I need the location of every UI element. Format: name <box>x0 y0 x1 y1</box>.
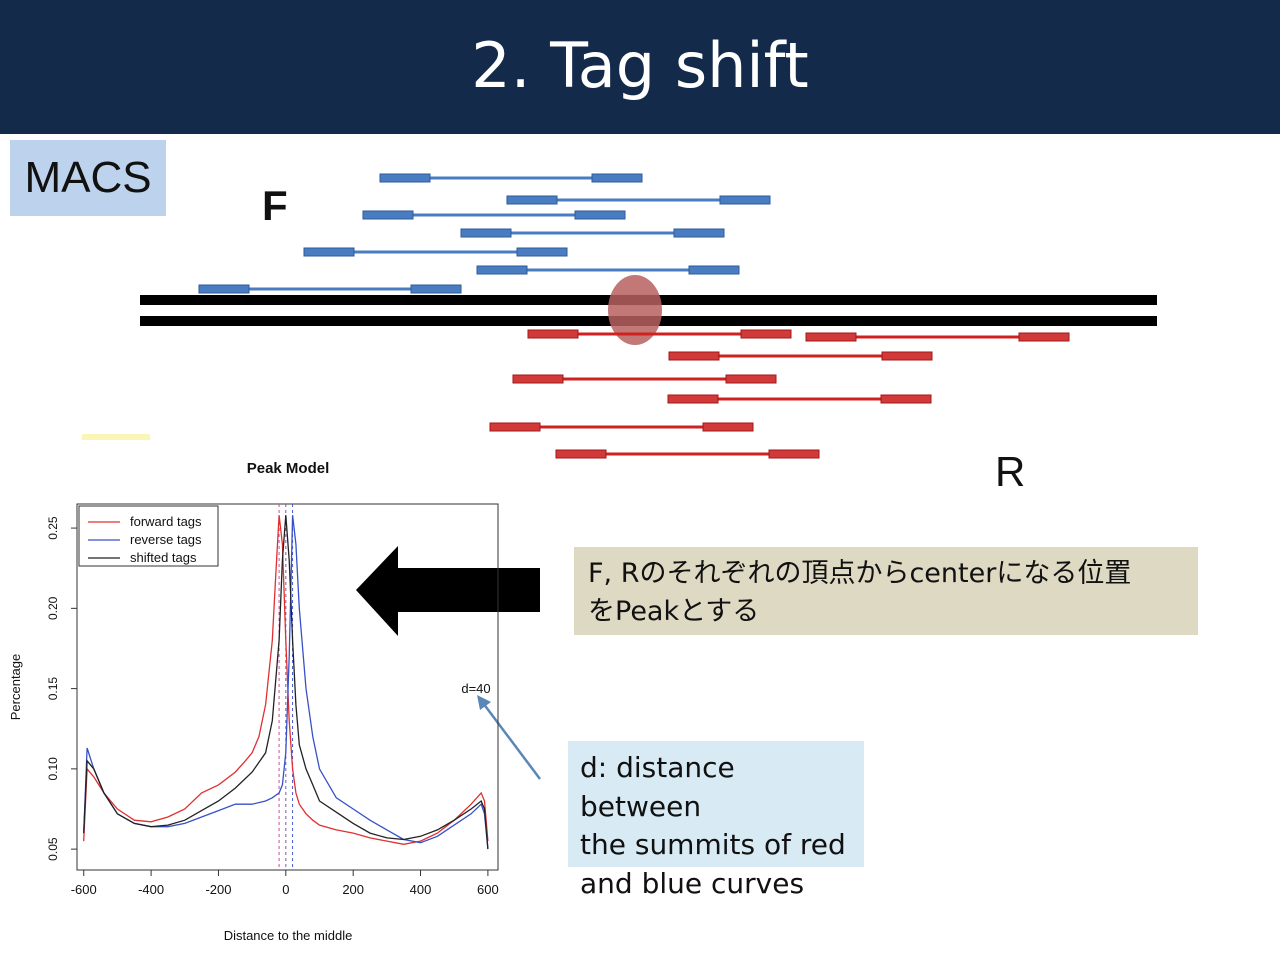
reverse-read <box>512 374 777 384</box>
x-axis-label: Distance to the middle <box>224 928 353 943</box>
legend-label: shifted tags <box>130 550 197 565</box>
series-line <box>83 515 489 845</box>
forward-read <box>506 195 771 205</box>
forward-read <box>198 284 462 294</box>
y-tick-label: 0.20 <box>46 596 60 620</box>
x-tick-label: -400 <box>138 882 164 897</box>
slide-title: 2. Tag shift <box>471 29 809 102</box>
x-tick-label: 200 <box>342 882 364 897</box>
distance-callout-line-2: the summits of red <box>580 828 846 861</box>
series-line <box>83 515 489 850</box>
distance-callout: d: distance between the summits of red a… <box>568 741 864 900</box>
reverse-read <box>667 394 932 404</box>
reverse-read <box>668 351 933 361</box>
x-tick-label: -200 <box>205 882 231 897</box>
forward-read <box>379 173 643 183</box>
reverse-read <box>527 329 792 339</box>
reverse-read <box>489 422 754 432</box>
big-left-arrow <box>356 546 540 636</box>
y-axis: 0.05 0.10 0.15 0.20 0.25 <box>46 516 77 861</box>
reverse-read <box>555 449 820 459</box>
x-tick-label: 600 <box>477 882 499 897</box>
legend: forward tags reverse tags shifted tags <box>78 505 219 567</box>
pointer-arrow-head <box>477 695 491 710</box>
forward-read <box>460 228 725 238</box>
reverse-strand-label: R <box>995 448 1026 495</box>
forward-read <box>362 210 626 220</box>
slide-header <box>0 0 1280 134</box>
summit-lines <box>278 504 294 870</box>
y-tick-label: 0.05 <box>46 837 60 861</box>
reverse-read <box>805 332 1070 342</box>
forward-read <box>476 265 740 275</box>
reverse-reads <box>489 329 1070 459</box>
forward-reads <box>198 173 771 294</box>
peak-callout: F, Rのそれぞれの頂点からcenterになる位置 をPeakとする <box>574 547 1198 635</box>
y-tick-label: 0.25 <box>46 516 60 540</box>
macs-badge: MACS <box>10 140 166 216</box>
yellow-highlight <box>82 434 150 440</box>
y-tick-label: 0.15 <box>46 677 60 701</box>
plot-frame <box>76 503 499 871</box>
x-tick-label: 0 <box>282 882 289 897</box>
peak-model-chart: Peak Model -600 -400 -200 0 200 400 600 0.050.… <box>8 460 499 943</box>
y-axis-label: Percentage <box>8 654 23 721</box>
forward-strand-label: F <box>262 182 288 229</box>
d-annotation: d=40 <box>461 681 490 696</box>
legend-box <box>78 505 219 567</box>
x-axis: -600 -400 -200 0 200 400 600 <box>71 870 499 897</box>
pointer-arrow-line <box>482 702 541 780</box>
legend-label: reverse tags <box>130 532 202 547</box>
x-tick-label: -600 <box>71 882 97 897</box>
chart-title: Peak Model <box>247 460 330 477</box>
x-tick-label: 400 <box>410 882 432 897</box>
series-group <box>83 515 489 850</box>
peak-callout-line-1: F, Rのそれぞれの頂点からcenterになる位置 <box>588 558 1132 589</box>
legend-label: forward tags <box>130 514 202 529</box>
distance-callout-line-1: d: distance between <box>580 751 735 823</box>
peak-marker <box>608 275 662 345</box>
forward-read <box>303 247 568 257</box>
peak-callout-line-2: をPeakとする <box>588 596 760 627</box>
y-tick-label: 0.10 <box>46 757 60 781</box>
distance-callout-line-3: and blue curves <box>580 866 805 900</box>
